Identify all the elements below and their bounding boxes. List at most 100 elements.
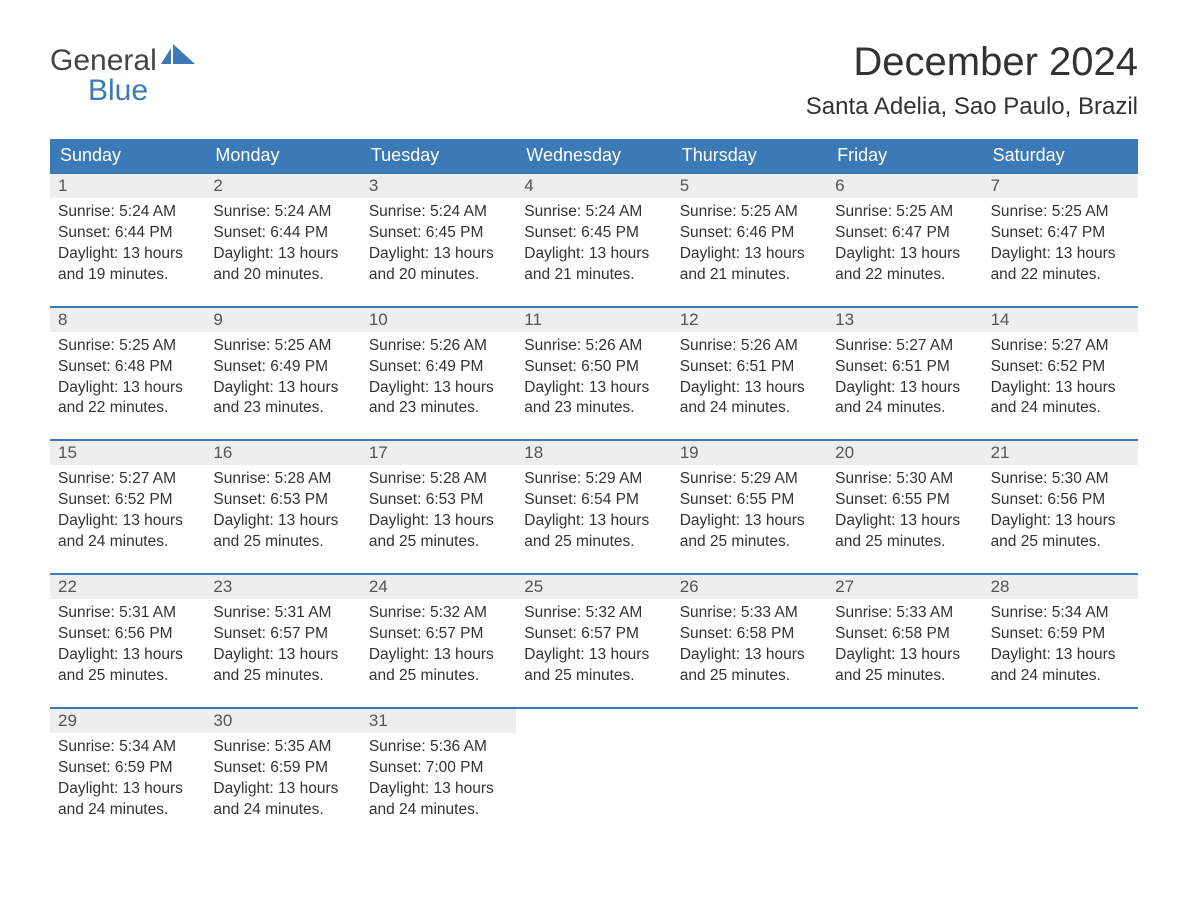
sunrise-line: Sunrise: 5:25 AM [680,202,819,223]
day-number: 14 [983,308,1138,332]
day-number: 31 [361,709,516,733]
day-number: 30 [205,709,360,733]
day-cell: 23Sunrise: 5:31 AMSunset: 6:57 PMDayligh… [205,573,360,707]
daylight-line: Daylight: 13 hours and 25 minutes. [524,645,663,687]
day-cell: 14Sunrise: 5:27 AMSunset: 6:52 PMDayligh… [983,306,1138,440]
day-body: Sunrise: 5:32 AMSunset: 6:57 PMDaylight:… [516,599,671,687]
day-body: Sunrise: 5:27 AMSunset: 6:51 PMDaylight:… [827,332,982,420]
day-cell: 5Sunrise: 5:25 AMSunset: 6:46 PMDaylight… [672,172,827,306]
sunrise-line: Sunrise: 5:29 AM [680,469,819,490]
day-number: 7 [983,174,1138,198]
daylight-line: Daylight: 13 hours and 22 minutes. [991,244,1130,286]
sunset-line: Sunset: 6:56 PM [58,624,197,645]
day-number: 1 [50,174,205,198]
day-header: Friday [827,139,982,172]
sunset-line: Sunset: 6:45 PM [369,223,508,244]
day-body: Sunrise: 5:25 AMSunset: 6:46 PMDaylight:… [672,198,827,286]
day-body: Sunrise: 5:26 AMSunset: 6:49 PMDaylight:… [361,332,516,420]
day-number: 29 [50,709,205,733]
day-cell: 9Sunrise: 5:25 AMSunset: 6:49 PMDaylight… [205,306,360,440]
daylight-line: Daylight: 13 hours and 24 minutes. [835,378,974,420]
day-number: 15 [50,441,205,465]
calendar-grid: SundayMondayTuesdayWednesdayThursdayFrid… [50,139,1138,840]
daylight-line: Daylight: 13 hours and 24 minutes. [680,378,819,420]
day-number: 3 [361,174,516,198]
sunrise-line: Sunrise: 5:35 AM [213,737,352,758]
day-number: 18 [516,441,671,465]
month-title: December 2024 [806,40,1138,85]
day-body: Sunrise: 5:25 AMSunset: 6:47 PMDaylight:… [827,198,982,286]
day-number: 23 [205,575,360,599]
sunrise-line: Sunrise: 5:25 AM [58,336,197,357]
sunrise-line: Sunrise: 5:27 AM [991,336,1130,357]
day-number: 6 [827,174,982,198]
day-body: Sunrise: 5:30 AMSunset: 6:55 PMDaylight:… [827,465,982,553]
sunrise-line: Sunrise: 5:26 AM [524,336,663,357]
day-number: 22 [50,575,205,599]
day-cell: 25Sunrise: 5:32 AMSunset: 6:57 PMDayligh… [516,573,671,707]
sunrise-line: Sunrise: 5:28 AM [369,469,508,490]
sunset-line: Sunset: 6:57 PM [369,624,508,645]
daylight-line: Daylight: 13 hours and 24 minutes. [369,779,508,821]
day-cell-empty [516,707,671,841]
daylight-line: Daylight: 13 hours and 25 minutes. [680,645,819,687]
day-number: 12 [672,308,827,332]
sunrise-line: Sunrise: 5:31 AM [213,603,352,624]
logo-text-2: Blue [50,76,195,106]
sunrise-line: Sunrise: 5:32 AM [369,603,508,624]
sunset-line: Sunset: 6:53 PM [369,490,508,511]
day-header: Thursday [672,139,827,172]
day-body: Sunrise: 5:31 AMSunset: 6:56 PMDaylight:… [50,599,205,687]
day-number: 8 [50,308,205,332]
sunrise-line: Sunrise: 5:24 AM [58,202,197,223]
daylight-line: Daylight: 13 hours and 24 minutes. [991,378,1130,420]
sunset-line: Sunset: 6:49 PM [213,357,352,378]
sunrise-line: Sunrise: 5:24 AM [213,202,352,223]
sunset-line: Sunset: 6:47 PM [835,223,974,244]
day-cell: 3Sunrise: 5:24 AMSunset: 6:45 PMDaylight… [361,172,516,306]
day-number: 20 [827,441,982,465]
day-body: Sunrise: 5:32 AMSunset: 6:57 PMDaylight:… [361,599,516,687]
title-block: December 2024 Santa Adelia, Sao Paulo, B… [806,40,1138,121]
day-cell-empty [827,707,982,841]
sunrise-line: Sunrise: 5:26 AM [680,336,819,357]
sunrise-line: Sunrise: 5:24 AM [524,202,663,223]
daylight-line: Daylight: 13 hours and 20 minutes. [213,244,352,286]
daylight-line: Daylight: 13 hours and 23 minutes. [369,378,508,420]
day-body: Sunrise: 5:25 AMSunset: 6:47 PMDaylight:… [983,198,1138,286]
sunset-line: Sunset: 6:58 PM [680,624,819,645]
day-cell: 30Sunrise: 5:35 AMSunset: 6:59 PMDayligh… [205,707,360,841]
day-number: 24 [361,575,516,599]
day-body: Sunrise: 5:25 AMSunset: 6:49 PMDaylight:… [205,332,360,420]
day-body: Sunrise: 5:26 AMSunset: 6:51 PMDaylight:… [672,332,827,420]
daylight-line: Daylight: 13 hours and 25 minutes. [524,511,663,553]
day-number: 13 [827,308,982,332]
day-body: Sunrise: 5:36 AMSunset: 7:00 PMDaylight:… [361,733,516,821]
sunset-line: Sunset: 6:57 PM [524,624,663,645]
sunrise-line: Sunrise: 5:27 AM [835,336,974,357]
daylight-line: Daylight: 13 hours and 25 minutes. [213,645,352,687]
day-body: Sunrise: 5:26 AMSunset: 6:50 PMDaylight:… [516,332,671,420]
day-body: Sunrise: 5:33 AMSunset: 6:58 PMDaylight:… [672,599,827,687]
sunset-line: Sunset: 6:59 PM [991,624,1130,645]
day-cell: 21Sunrise: 5:30 AMSunset: 6:56 PMDayligh… [983,439,1138,573]
sunrise-line: Sunrise: 5:34 AM [58,737,197,758]
day-header: Sunday [50,139,205,172]
day-header: Tuesday [361,139,516,172]
day-cell: 24Sunrise: 5:32 AMSunset: 6:57 PMDayligh… [361,573,516,707]
daylight-line: Daylight: 13 hours and 25 minutes. [991,511,1130,553]
daylight-line: Daylight: 13 hours and 22 minutes. [835,244,974,286]
sunrise-line: Sunrise: 5:33 AM [835,603,974,624]
sunset-line: Sunset: 6:52 PM [58,490,197,511]
day-cell: 17Sunrise: 5:28 AMSunset: 6:53 PMDayligh… [361,439,516,573]
sunrise-line: Sunrise: 5:28 AM [213,469,352,490]
day-number: 2 [205,174,360,198]
day-body: Sunrise: 5:29 AMSunset: 6:54 PMDaylight:… [516,465,671,553]
day-cell: 29Sunrise: 5:34 AMSunset: 6:59 PMDayligh… [50,707,205,841]
day-cell: 22Sunrise: 5:31 AMSunset: 6:56 PMDayligh… [50,573,205,707]
day-cell: 28Sunrise: 5:34 AMSunset: 6:59 PMDayligh… [983,573,1138,707]
sunset-line: Sunset: 6:58 PM [835,624,974,645]
sunrise-line: Sunrise: 5:33 AM [680,603,819,624]
sunrise-line: Sunrise: 5:26 AM [369,336,508,357]
day-number: 17 [361,441,516,465]
